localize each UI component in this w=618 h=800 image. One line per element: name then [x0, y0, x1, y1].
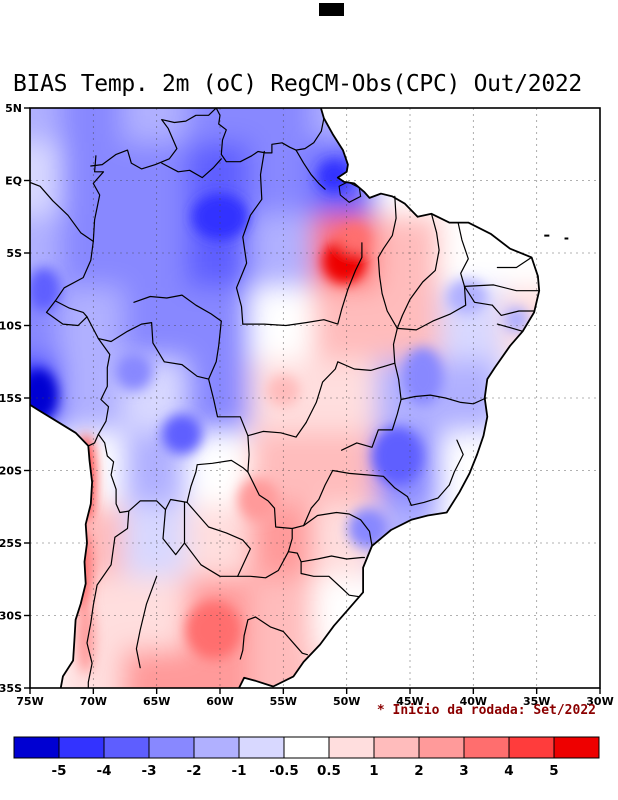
colorbar-tick-label: 5: [549, 763, 558, 779]
colorbar-tick-label: -3: [142, 763, 157, 779]
x-tick-label: 55W: [270, 695, 297, 708]
x-tick-label: 40W: [460, 695, 487, 708]
y-tick-label: 10S: [0, 320, 22, 333]
chart-title: BIAS Temp. 2m (oC) RegCM-Obs(CPC) Out/20…: [13, 71, 582, 97]
colorbar-tick-label: 2: [414, 763, 423, 779]
marajo-island-outline: [338, 181, 362, 203]
colorbar-segment: [103, 736, 150, 759]
colorbar-segment: [193, 736, 240, 759]
colorbar-tick-label: 1: [369, 763, 378, 779]
colorbar-segment: [508, 736, 555, 759]
page-artifact: [319, 3, 344, 16]
colorbar-tick-label: -2: [187, 763, 202, 779]
run-start-note: * Inicio da rodada: Set/2022: [376, 703, 596, 718]
x-tick-label: 75W: [16, 695, 43, 708]
colorbar-segment: [148, 736, 195, 759]
colorbar-segment: [58, 736, 105, 759]
colorbar-tick-label: 0.5: [317, 763, 341, 779]
colorbar-segment: [328, 736, 375, 759]
colorbar-tick-label: 3: [459, 763, 468, 779]
y-tick-label: 15S: [0, 392, 22, 405]
colorbar-tick-label: -5: [52, 763, 67, 779]
x-tick-label: 45W: [396, 695, 423, 708]
coastline: [30, 108, 541, 688]
colorbar-tick-label: -1: [232, 763, 247, 779]
x-tick-label: 65W: [143, 695, 170, 708]
y-tick-label: 20S: [0, 465, 22, 478]
y-axis-labels: 5N EQ 5S 10S 15S 20S 25S 30S 35S: [0, 102, 22, 695]
y-tick-label: 5S: [6, 247, 22, 260]
colorbar-segment: [418, 736, 465, 759]
y-tick-label: EQ: [5, 175, 22, 188]
x-axis-labels: 75W 70W 65W 60W 55W 50W 45W 40W 35W 30W: [16, 695, 613, 708]
y-tick-label: 30S: [0, 610, 22, 623]
map-plot-area: [30, 108, 600, 688]
axis-ticks: [24, 107, 601, 694]
y-tick-label: 25S: [0, 537, 22, 550]
x-tick-label: 60W: [206, 695, 233, 708]
colorbar-segment: [553, 736, 600, 759]
colorbar-segment: [238, 736, 285, 759]
colorbar-tick-label: -4: [97, 763, 112, 779]
political-borders: [30, 108, 539, 688]
x-tick-label: 50W: [333, 695, 360, 708]
x-tick-label: 35W: [523, 695, 550, 708]
y-tick-label: 5N: [5, 102, 22, 115]
colorbar-tick-label: -0.5: [269, 763, 299, 779]
colorbar-tick-label: 4: [504, 763, 513, 779]
x-tick-label: 30W: [586, 695, 613, 708]
x-tick-label: 70W: [80, 695, 107, 708]
colorbar-segment: [373, 736, 420, 759]
y-tick-label: 35S: [0, 682, 22, 695]
colorbar-segment: [283, 736, 330, 759]
colorbar-segment: [13, 736, 60, 759]
colorbar: -5 -4 -3 -2 -1 -0.5 0.5 1 2 3 4 5: [13, 736, 600, 779]
colorbar-segment: [463, 736, 510, 759]
